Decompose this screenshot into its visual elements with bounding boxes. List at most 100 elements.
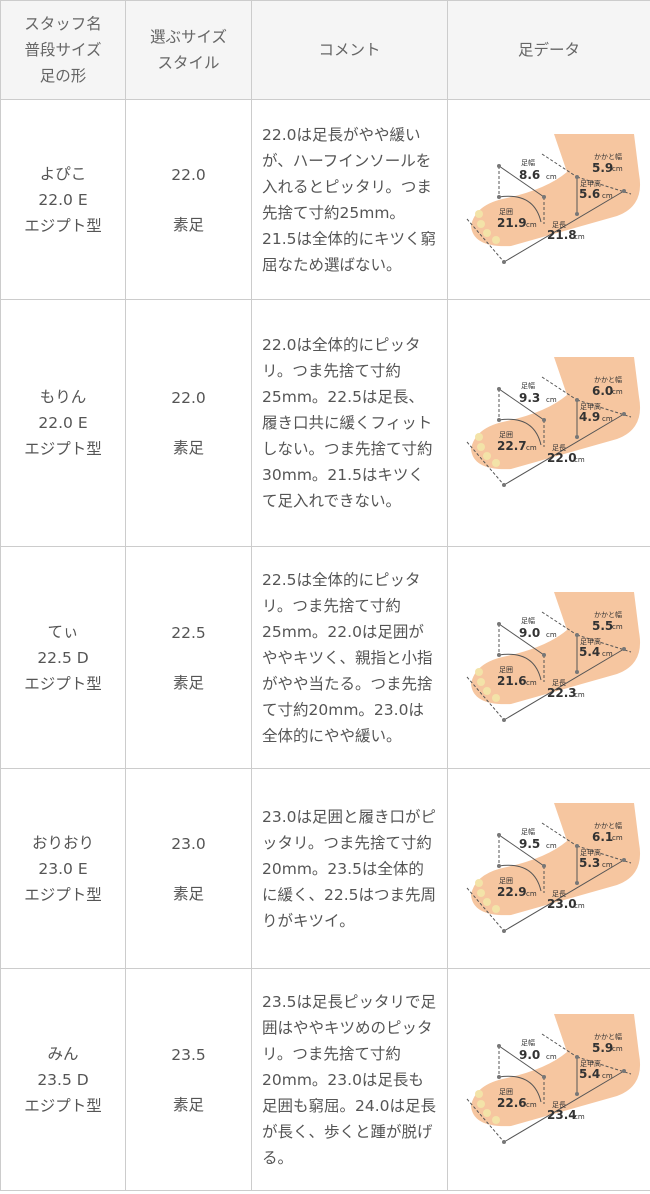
comment: 22.0は足長がやや緩いが、ハーフインソールを入れるとピッタリ。つま先捨て寸約2… <box>251 99 448 300</box>
foot-diagram: 足幅 かかと幅 足甲高 足囲 足長 cm cm cm cm cm 9.0 5.9 5.4… <box>466 1013 641 1144</box>
heel-width-value: 6.0 <box>592 384 613 398</box>
foot-width-label: 足幅 <box>521 1038 535 1047</box>
unit: cm <box>546 1053 557 1061</box>
foot-illustration <box>471 591 641 704</box>
unit: cm <box>602 415 613 423</box>
unit: cm <box>602 192 613 200</box>
header-foot-data: 足データ <box>447 0 650 100</box>
foot-illustration <box>471 357 641 470</box>
instep-height-value: 5.4 <box>579 1067 600 1081</box>
foot-width-label: 足幅 <box>521 616 535 625</box>
foot-width-value: 9.5 <box>519 837 540 851</box>
choose-cell: 22.0 素足 <box>125 299 252 547</box>
girth-value: 21.9 <box>497 216 527 230</box>
heel-width-label: かかと幅 <box>594 610 622 619</box>
staff-cell: みん 23.5 D エジプト型 <box>0 968 126 1191</box>
comment: 22.5は全体的にピッタリ。つま先捨て寸約25mm。22.0は足囲がややキツく、… <box>251 546 448 769</box>
chosen-size: 23.0 <box>171 834 206 853</box>
choose-cell: 23.5 素足 <box>125 968 252 1191</box>
unit: cm <box>526 890 537 898</box>
unit: cm <box>574 233 585 241</box>
chosen-size: 22.0 <box>171 165 206 184</box>
length-value: 22.0 <box>547 451 577 465</box>
choose-cell: 22.0 素足 <box>125 99 252 300</box>
header-choose: 選ぶサイズ スタイル <box>125 0 252 100</box>
foot-diagram: 足幅 かかと幅 足甲高 足囲 足長 cm cm cm cm cm 9.5 6.1 5.3… <box>466 802 641 933</box>
header-staff: スタッフ名 普段サイズ 足の形 <box>0 0 126 100</box>
foot-shape: エジプト型 <box>24 674 102 693</box>
usual-size: 23.5 D <box>37 1070 89 1089</box>
unit: cm <box>526 444 537 452</box>
foot-width-value: 9.3 <box>519 391 540 405</box>
instep-height-label: 足甲高 <box>580 402 601 411</box>
unit: cm <box>612 388 623 396</box>
girth-label: 足囲 <box>499 208 513 216</box>
heel-width-value: 5.9 <box>592 1041 613 1055</box>
length-label: 足長 <box>552 221 566 229</box>
heel-width-value: 6.1 <box>592 830 613 844</box>
comment: 23.0は足囲と履き口がピッタリ。つま先捨て寸約20mm。23.5は全体的に緩く… <box>251 768 448 969</box>
header-staff-name: スタッフ名 <box>24 15 102 33</box>
style: 素足 <box>172 439 204 457</box>
length-value: 22.3 <box>547 686 577 700</box>
unit: cm <box>546 396 557 404</box>
foot-width-label: 足幅 <box>521 158 535 167</box>
heel-width-value: 5.9 <box>592 161 613 175</box>
staff-cell: もりん 22.0 E エジプト型 <box>0 299 126 547</box>
unit: cm <box>546 173 557 181</box>
unit: cm <box>612 623 623 631</box>
foot-shape: エジプト型 <box>24 440 102 458</box>
foot-width-value: 9.0 <box>519 626 540 640</box>
style: 素足 <box>172 215 204 234</box>
style: 素足 <box>172 673 204 692</box>
header-choose-size: 選ぶサイズ <box>149 28 228 46</box>
table-row: みん 23.5 D エジプト型 23.5 素足 23.5は足長ピッタリで足囲はややキツ… <box>0 968 650 1191</box>
girth-value: 21.6 <box>497 674 527 688</box>
staff-name: てぃ <box>47 622 79 641</box>
staff-name: よぴこ <box>39 164 87 183</box>
heel-width-value: 5.5 <box>592 619 613 633</box>
instep-height-value: 5.4 <box>579 645 600 659</box>
instep-height-label: 足甲高 <box>580 637 601 646</box>
foot-data-cell: 足幅 かかと幅 足甲高 足囲 足長 cm cm cm cm cm 9.0 5.5 5.4… <box>447 546 650 769</box>
girth-label: 足囲 <box>499 877 513 885</box>
unit: cm <box>574 1113 585 1121</box>
comment: 22.0は全体的にピッタリ。つま先捨て寸約25mm。22.5は足長、履き口共に緩… <box>251 299 448 547</box>
girth-value: 22.6 <box>497 1096 527 1110</box>
foot-data-cell: 足幅 かかと幅 足甲高 足囲 足長 cm cm cm cm cm 9.0 5.9 5.4… <box>447 968 650 1191</box>
foot-illustration <box>471 133 641 246</box>
usual-size: 22.0 E <box>38 190 88 209</box>
staff-name: おりおり <box>31 833 94 852</box>
unit: cm <box>612 165 623 173</box>
unit: cm <box>574 902 585 910</box>
unit: cm <box>546 631 557 639</box>
length-label: 足長 <box>552 890 566 898</box>
foot-width-value: 9.0 <box>519 1048 540 1062</box>
unit: cm <box>574 691 585 699</box>
foot-width-label: 足幅 <box>521 381 535 390</box>
instep-height-label: 足甲高 <box>580 848 601 857</box>
instep-height-label: 足甲高 <box>580 1059 601 1068</box>
staff-cell: てぃ 22.5 D エジプト型 <box>0 546 126 769</box>
unit: cm <box>574 456 585 464</box>
table-row: おりおり 23.0 E エジプト型 23.0 素足 23.0は足囲と履き口がピッタリ。… <box>0 768 650 969</box>
table-row: よぴこ 22.0 E エジプト型 22.0 素足 22.0は足長がやや緩いが、ハーフイ… <box>0 99 650 300</box>
style: 素足 <box>172 884 204 903</box>
instep-height-value: 5.6 <box>579 187 600 201</box>
usual-size: 23.0 E <box>38 859 88 878</box>
foot-diagram: 足幅 かかと幅 足甲高 足囲 足長 cm cm cm cm cm 9.0 5.5 5.4… <box>466 591 641 722</box>
foot-shape: エジプト型 <box>24 216 102 235</box>
heel-width-label: かかと幅 <box>594 375 622 384</box>
header-style: スタイル <box>157 54 220 72</box>
chosen-size: 22.0 <box>171 389 206 407</box>
length-value: 21.8 <box>547 228 577 242</box>
staff-name: もりん <box>39 388 87 406</box>
length-label: 足長 <box>552 1101 566 1109</box>
staff-cell: おりおり 23.0 E エジプト型 <box>0 768 126 969</box>
foot-data-cell: 足幅 かかと幅 足甲高 足囲 足長 cm cm cm cm cm 9.5 6.1 5.3… <box>447 768 650 969</box>
header-foot-shape: 足の形 <box>39 67 87 85</box>
heel-width-label: かかと幅 <box>594 821 622 830</box>
foot-illustration <box>471 802 641 915</box>
length-value: 23.0 <box>547 897 577 911</box>
